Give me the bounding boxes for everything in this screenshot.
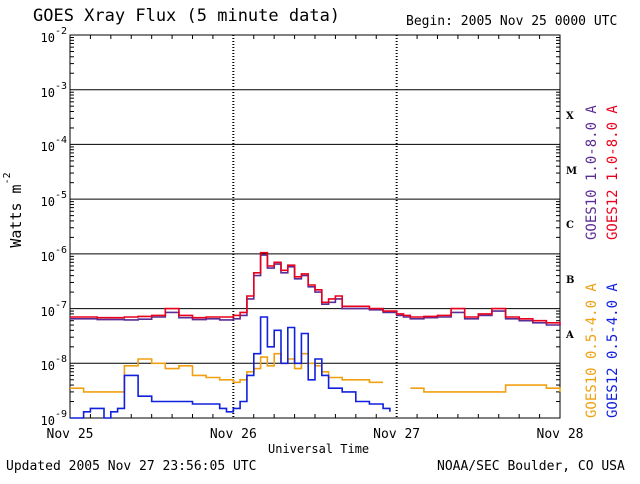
flare-class-label: X	[566, 110, 574, 122]
y-tick-label: 10-7	[40, 299, 68, 319]
y-axis-label: Watts m-2	[2, 172, 25, 248]
chart-title: GOES Xray Flux (5 minute data)	[33, 6, 341, 26]
y-tick-label: 10-2	[40, 26, 68, 45]
x-tick-label: Nov 27	[373, 427, 421, 442]
flare-class-label: A	[566, 329, 574, 341]
y-tick-label: 10-3	[40, 80, 68, 100]
y-tick-label: 10-8	[40, 354, 68, 374]
flare-class-label: B	[566, 274, 575, 286]
x-tick-label: Nov 25	[46, 427, 94, 442]
series-line-1	[70, 251, 561, 325]
updated-timestamp: Updated 2005 Nov 27 23:56:05 UTC	[6, 459, 257, 474]
x-tick-label: Nov 28	[536, 427, 584, 442]
legend-entry: GOES12 0.5-4.0 A	[605, 283, 621, 418]
y-tick-label: 10-6	[40, 244, 68, 264]
legend-entry: GOES12 1.0-8.0 A	[605, 105, 621, 240]
legend-entry: GOES10 0.5-4.0 A	[584, 283, 600, 418]
y-tick-label: 10-4	[40, 135, 68, 155]
series-line-3	[70, 316, 391, 419]
x-axis-label: Universal Time	[268, 442, 370, 456]
begin-timestamp: Begin: 2005 Nov 25 0000 UTC	[406, 14, 618, 29]
y-tick-label: 10-9	[40, 409, 68, 428]
flare-class-label: M	[566, 165, 578, 177]
legend-entry: GOES10 1.0-8.0 A	[584, 105, 600, 240]
credit-label: NOAA/SEC Boulder, CO USA	[437, 459, 625, 474]
flare-class-label: C	[566, 220, 574, 232]
x-tick-label: Nov 26	[209, 427, 257, 442]
y-tick-label: 10-5	[40, 190, 68, 210]
